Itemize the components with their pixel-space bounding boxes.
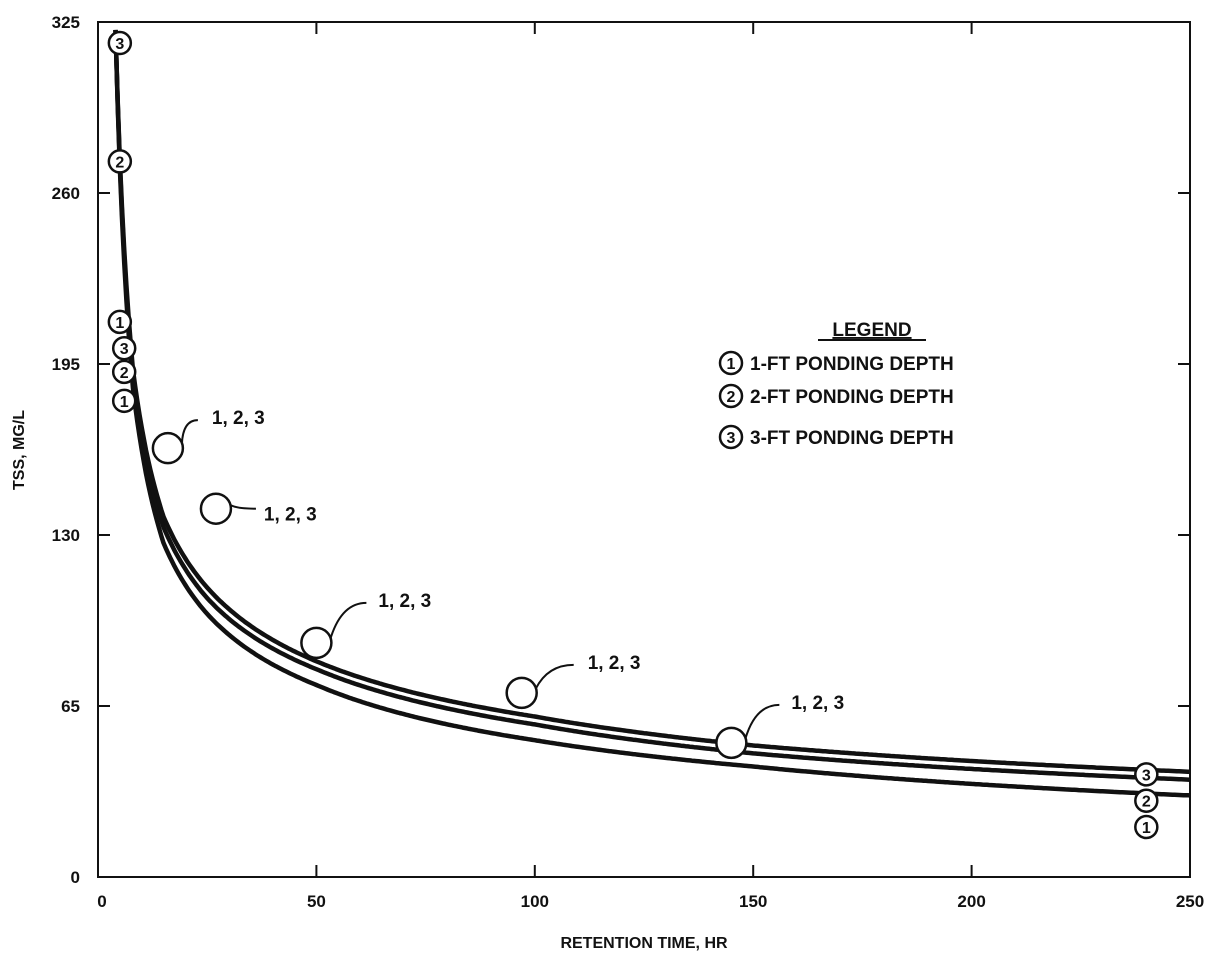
data-point-marker [715, 726, 748, 760]
y-axis-label: TSS, MG/L [11, 410, 28, 490]
data-point-marker [151, 431, 185, 465]
data-point-label: 2 [120, 365, 129, 382]
x-tick-label: 0 [97, 892, 106, 911]
annotation-leader [229, 503, 256, 510]
x-tick-label: 100 [521, 892, 549, 911]
data-point-marker [107, 149, 133, 174]
annotation-label: 1, 2, 3 [378, 591, 431, 612]
data-point-label: 3 [120, 341, 129, 358]
x-tick-label: 150 [739, 892, 767, 911]
annotation-label: 1, 2, 3 [588, 653, 641, 674]
x-axis-label: RETENTION TIME, HR [560, 935, 728, 952]
legend-label-3: 3-FT PONDING DEPTH [750, 428, 954, 449]
data-point-label: 1 [120, 394, 129, 411]
legend-item-3: 3 3-FT PONDING DEPTH [718, 424, 954, 450]
data-point-label: 1 [1142, 820, 1151, 837]
axis-ticks [97, 21, 1191, 878]
annotations: 1, 2, 3 1, 2, 3 1, 2, 3 1, 2, 3 1, 2, 3 [180, 408, 844, 740]
data-point-marker [107, 30, 133, 56]
legend-item-1: 1 1-FT PONDING DEPTH [718, 350, 954, 376]
data-point-label: 2 [1142, 794, 1151, 811]
axis-tick-labels: 0 50 100 150 200 250 0 65 130 195 260 325 [52, 13, 1205, 911]
fit-curve-2 [113, 29, 1191, 782]
data-point-marker [1134, 814, 1159, 840]
data-point-marker [199, 492, 233, 525]
y-tick-label: 65 [61, 697, 80, 716]
data-point-marker [107, 309, 133, 335]
legend-marker-3-text: 3 [727, 430, 736, 447]
data-point-marker [111, 359, 137, 385]
data-point-label: 2 [115, 154, 124, 171]
data-point-marker [111, 388, 137, 414]
legend: LEGEND 1 1-FT PONDING DEPTH 2 2-FT PONDI… [718, 320, 954, 450]
data-point-label: 3 [115, 36, 124, 53]
legend-marker-3-icon [718, 424, 744, 450]
data-point-marker [300, 626, 333, 660]
y-tick-label: 130 [52, 526, 80, 545]
x-tick-label: 200 [957, 892, 985, 911]
x-tick-label: 50 [307, 892, 326, 911]
data-points: 3 2 1 3 2 1 3 2 1 [107, 30, 1159, 840]
fit-curve-1 [113, 29, 1191, 798]
legend-label-1: 1-FT PONDING DEPTH [750, 354, 954, 375]
legend-marker-1-icon [718, 350, 744, 376]
annotation-leader [180, 419, 198, 445]
annotation-leader [534, 663, 574, 690]
y-tick-label: 325 [52, 13, 80, 32]
legend-marker-2-text: 2 [727, 389, 736, 406]
plot-frame [97, 21, 1191, 878]
legend-marker-1-text: 1 [727, 356, 736, 373]
legend-label-2: 2-FT PONDING DEPTH [750, 387, 954, 408]
fit-curves [113, 29, 1191, 798]
data-point-label: 1 [115, 315, 124, 332]
annotation-leader [744, 703, 780, 740]
data-point-marker [1134, 788, 1159, 813]
data-point-marker [111, 335, 137, 361]
data-point-marker [1134, 762, 1159, 787]
legend-title: LEGEND [832, 320, 911, 341]
legend-marker-2-icon [718, 383, 744, 409]
annotation-label: 1, 2, 3 [791, 693, 844, 714]
y-tick-label: 260 [52, 184, 80, 203]
legend-item-2: 2 2-FT PONDING DEPTH [718, 383, 954, 409]
annotation-label: 1, 2, 3 [212, 408, 265, 429]
annotation-leader [329, 601, 367, 640]
data-point-label: 3 [1142, 767, 1151, 784]
x-tick-label: 250 [1176, 892, 1204, 911]
annotation-label: 1, 2, 3 [264, 505, 317, 526]
y-tick-label: 0 [71, 868, 80, 887]
y-tick-label: 195 [52, 355, 80, 374]
fit-curve-3 [113, 29, 1191, 775]
data-point-marker [505, 676, 538, 710]
